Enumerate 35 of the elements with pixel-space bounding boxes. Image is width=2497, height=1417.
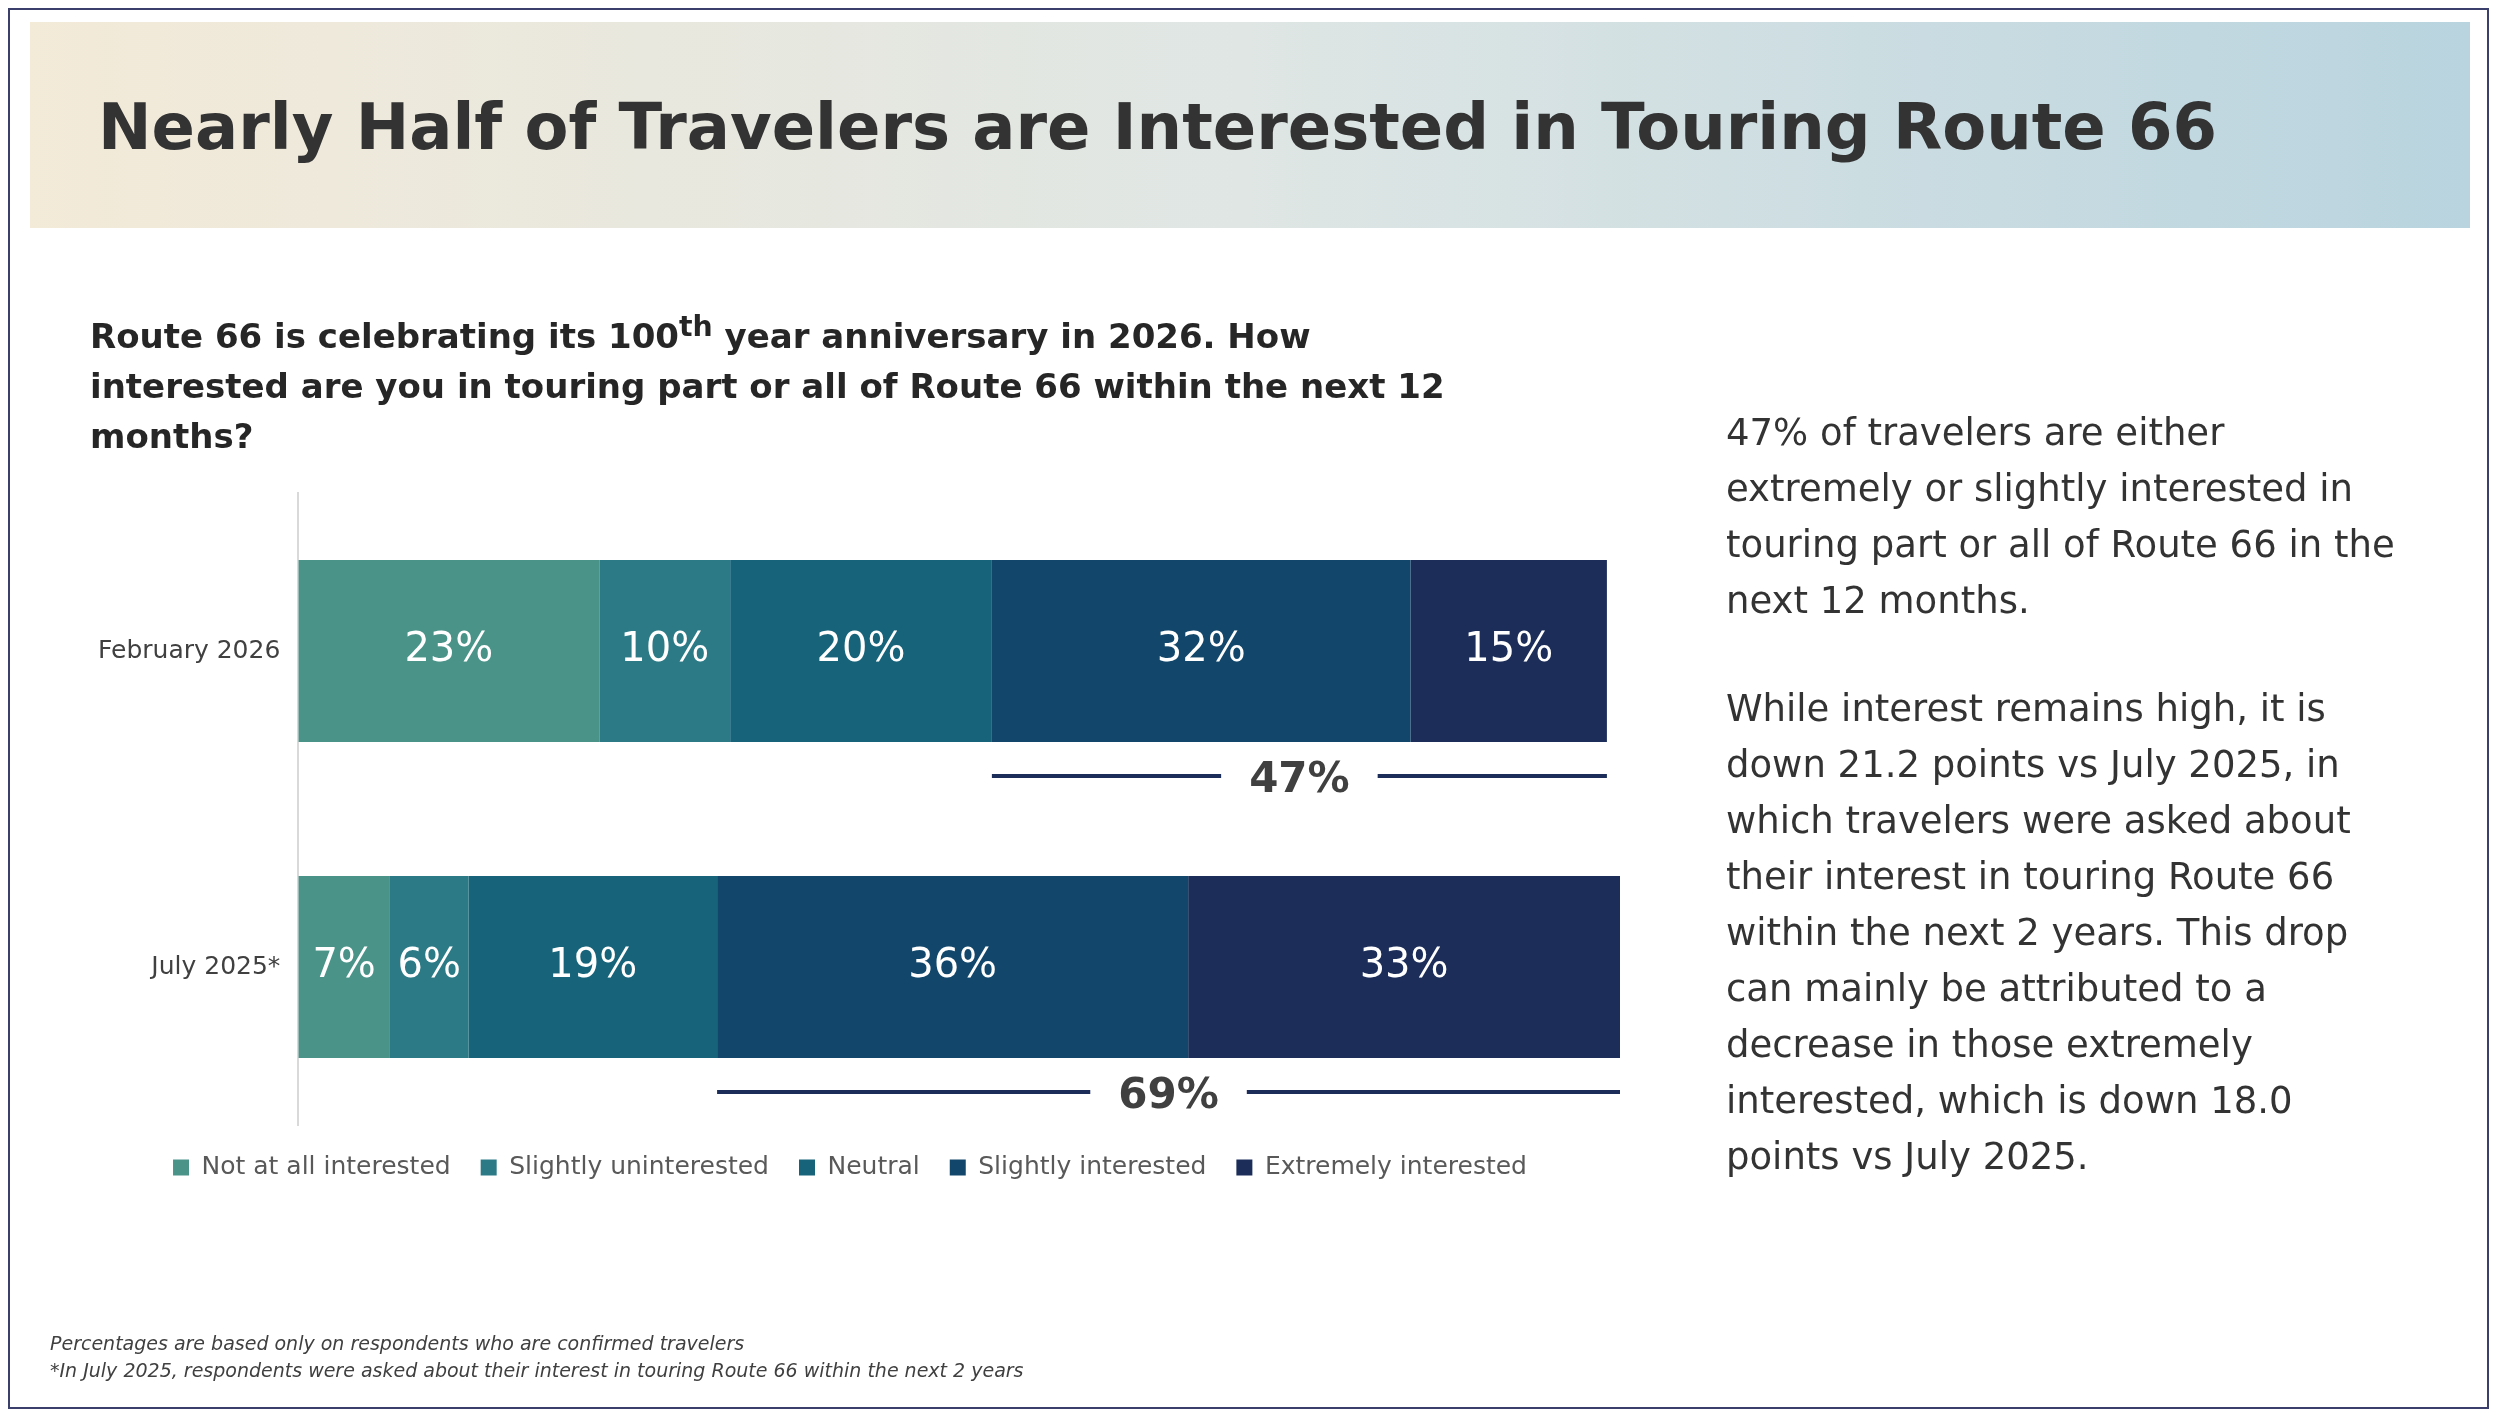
annotation: 69%: [1118, 1068, 1219, 1118]
bar: [730, 559, 992, 743]
bar: [298, 559, 600, 743]
data-label: 36%: [908, 940, 998, 987]
bar: [599, 559, 731, 743]
data-label: 7%: [312, 940, 376, 987]
legend-label: Slightly uninterested: [509, 1151, 769, 1180]
bar: [298, 875, 390, 1059]
text: Percentages are based only on respondents who are confirmed travelers: [50, 1331, 746, 1356]
legend-label: Extremely interested: [1264, 1151, 1527, 1180]
legend-label: Slightly interested: [978, 1151, 1207, 1180]
text: While interest remains high, it is down 21.2 points vs July 2025, in which travelers were asked about their interest in touring Route 66 within the next 2 years. This drop can mainly be attributed to a decrease in those extremely interested, which is down 18.0 points vs July 2025.: [1726, 687, 2351, 1178]
bar: [991, 559, 1411, 743]
bar: [468, 875, 718, 1059]
bar: [389, 875, 469, 1059]
chart-title: Nearly Half of Travelers are Interested in Touring Route 66: [98, 90, 2218, 164]
data-label: 32%: [1156, 624, 1246, 671]
legend-label: Neutral: [827, 1151, 920, 1180]
legend-label: Not at all interested: [201, 1151, 451, 1180]
data-label: 23%: [404, 624, 494, 671]
annotation: 47%: [1249, 752, 1350, 802]
data-label: 15%: [1464, 624, 1554, 671]
data-label: 10%: [620, 624, 710, 671]
data-label: 33%: [1359, 940, 1449, 987]
y-tick-label: July 2025*: [149, 950, 281, 980]
text: 47% of travelers are either extremely or slightly interested in touring part or all of Route 66 in the next 12 months.: [1726, 410, 2396, 624]
data-label: 6%: [397, 940, 461, 987]
y-tick-label: February 2026: [97, 634, 281, 664]
text: *In July 2025, respondents were asked about their interest in touring Route 66 within the next 2 years: [50, 1358, 1024, 1383]
bar: [717, 875, 1189, 1059]
data-label: 19%: [548, 940, 638, 987]
bar: [1188, 875, 1620, 1059]
data-label: 20%: [816, 624, 906, 671]
chart-subtitle: Route 66 is celebrating its 100$^{th}$ year anniversary in 2026. How interested are you in touring part or all of Route 66 within the next 12 months?: [90, 309, 1446, 459]
bar: [1410, 559, 1607, 743]
